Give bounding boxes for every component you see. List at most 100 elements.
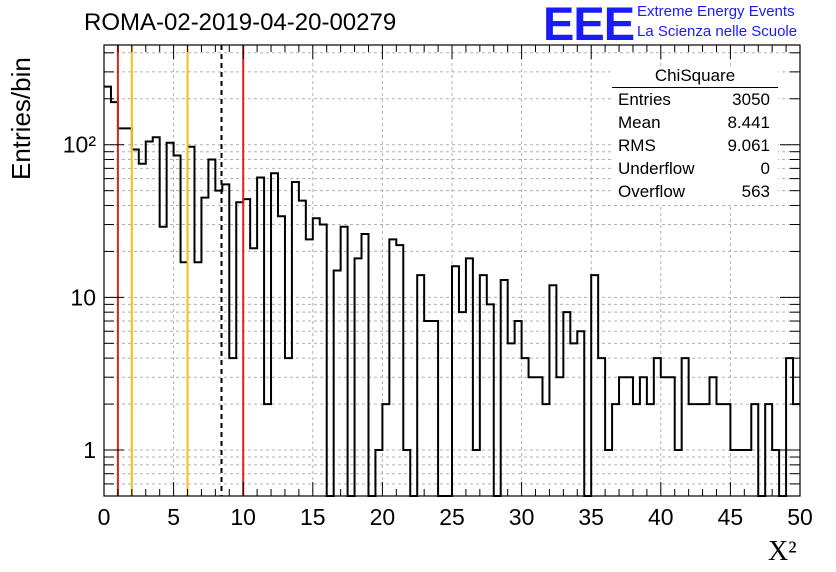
histogram-bin [139,164,146,496]
histogram-bin [563,312,570,496]
histogram-bin [201,198,208,496]
stats-label: RMS [618,136,656,155]
histogram-bin [619,377,626,496]
histogram-bin [459,312,466,496]
stats-row-underflow: Underflow 0 [612,159,778,182]
histogram-bin [194,262,201,496]
page-title: ROMA-02-2019-04-20-00279 [84,9,397,36]
logo-subtitle-1: Extreme Energy Events [637,3,795,20]
stats-value: 9.061 [727,136,770,155]
histogram-bin [466,258,473,496]
histogram-bin [612,404,619,496]
histogram-bin [487,304,494,496]
histogram-bin [696,404,703,496]
histogram-bin [626,377,633,496]
histogram-bin [382,404,389,496]
histogram-bin [661,377,668,496]
stats-row-rms: RMS 9.061 [612,136,778,159]
x-tick-label: 40 [648,504,674,530]
stats-label: Overflow [618,182,686,201]
histogram-bin [723,404,730,496]
histogram-bin [132,150,139,496]
x-tick-label: 15 [300,504,326,530]
histogram-bin [174,155,181,496]
histogram-bin [299,201,306,496]
histogram-bin [389,239,396,496]
histogram-bin [153,137,160,496]
x-tick-label: 50 [787,504,813,530]
histogram-bin [640,377,647,496]
histogram-bin [689,404,696,496]
histogram-bin [285,358,292,496]
histogram-bin [118,128,125,496]
x-tick-label: 35 [578,504,604,530]
histogram-bin [598,358,605,496]
histogram-bin [167,143,174,496]
histogram-bin [515,321,522,496]
y-tick-label: 10² [63,132,97,158]
histogram-bin [682,358,689,496]
y-axis-label: Entries/bin [6,57,36,180]
histogram-bin [668,377,675,496]
histogram-bin [403,450,410,496]
stats-title: ChiSquare [612,66,778,88]
histogram-bin [501,280,508,496]
histogram-bin [355,258,362,496]
stats-value: 563 [741,182,770,201]
x-tick-label: 30 [509,504,535,530]
histogram-bin [765,404,772,496]
histogram-bin [716,404,723,496]
histogram-bin [737,450,744,496]
histogram-bin [292,182,299,496]
histogram-bin [744,450,751,496]
histogram-bin [278,216,285,496]
histogram-bin [104,87,111,496]
stats-value: 8.441 [727,113,770,132]
x-tick-label: 5 [167,504,180,530]
histogram-bin [334,271,341,497]
histogram-bin [375,450,382,496]
stats-row-mean: Mean 8.441 [612,113,778,136]
overlay-lines [116,45,245,496]
histogram-bin [480,275,487,496]
x-tick-label: 10 [230,504,256,530]
x-tick-label: 25 [439,504,465,530]
histogram-bin [508,343,515,496]
histogram-bin [243,199,250,496]
histogram-bin [264,404,271,496]
histogram-bin [654,358,661,496]
histogram-bin [208,160,215,496]
histogram-bin [772,450,779,496]
histogram-bin [306,239,313,496]
histogram-bin [473,450,480,496]
stats-label: Underflow [618,159,695,178]
axis-tick-labels: 0 5 10 15 20 25 30 35 40 45 50 1 10 10² [63,132,813,530]
histogram-bin [605,450,612,496]
histogram-bin [577,331,584,496]
histogram-bin [125,128,132,496]
histogram-bin [111,102,118,496]
x-tick-label: 0 [98,504,111,530]
histogram-bin [424,321,431,496]
y-tick-label: 1 [83,437,96,463]
stats-box: ChiSquare Entries 3050 Mean 8.441 RMS 9.061… [612,66,778,205]
histogram-bin [703,404,710,496]
histogram-bin [271,173,278,496]
histogram-bin [529,377,536,496]
histogram-bin [556,377,563,496]
stats-value: 0 [760,159,770,178]
histogram-bin [320,225,327,496]
logo-subtitle-2: La Scienza nelle Scuole [637,23,798,40]
histogram-bin [181,262,188,496]
histogram-bin [222,184,229,496]
stats-label: Entries [618,90,671,109]
histogram-bin [188,147,195,496]
histogram-bin [751,404,758,496]
histogram-bin [549,285,556,496]
histogram-bin [250,248,257,496]
histogram-bin [229,358,236,496]
histogram-bin [647,404,654,496]
histogram-bin [431,321,438,496]
histogram-bin [536,377,543,496]
histogram-bin [236,202,243,496]
